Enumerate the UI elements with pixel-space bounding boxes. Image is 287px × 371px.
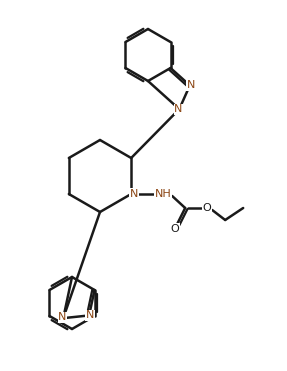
Text: N: N: [86, 311, 94, 321]
Text: N: N: [58, 312, 67, 322]
Text: N: N: [187, 81, 195, 91]
Text: O: O: [171, 224, 180, 234]
Text: NH: NH: [155, 189, 172, 199]
Text: N: N: [130, 189, 138, 199]
Text: O: O: [203, 203, 212, 213]
Text: N: N: [174, 104, 183, 114]
